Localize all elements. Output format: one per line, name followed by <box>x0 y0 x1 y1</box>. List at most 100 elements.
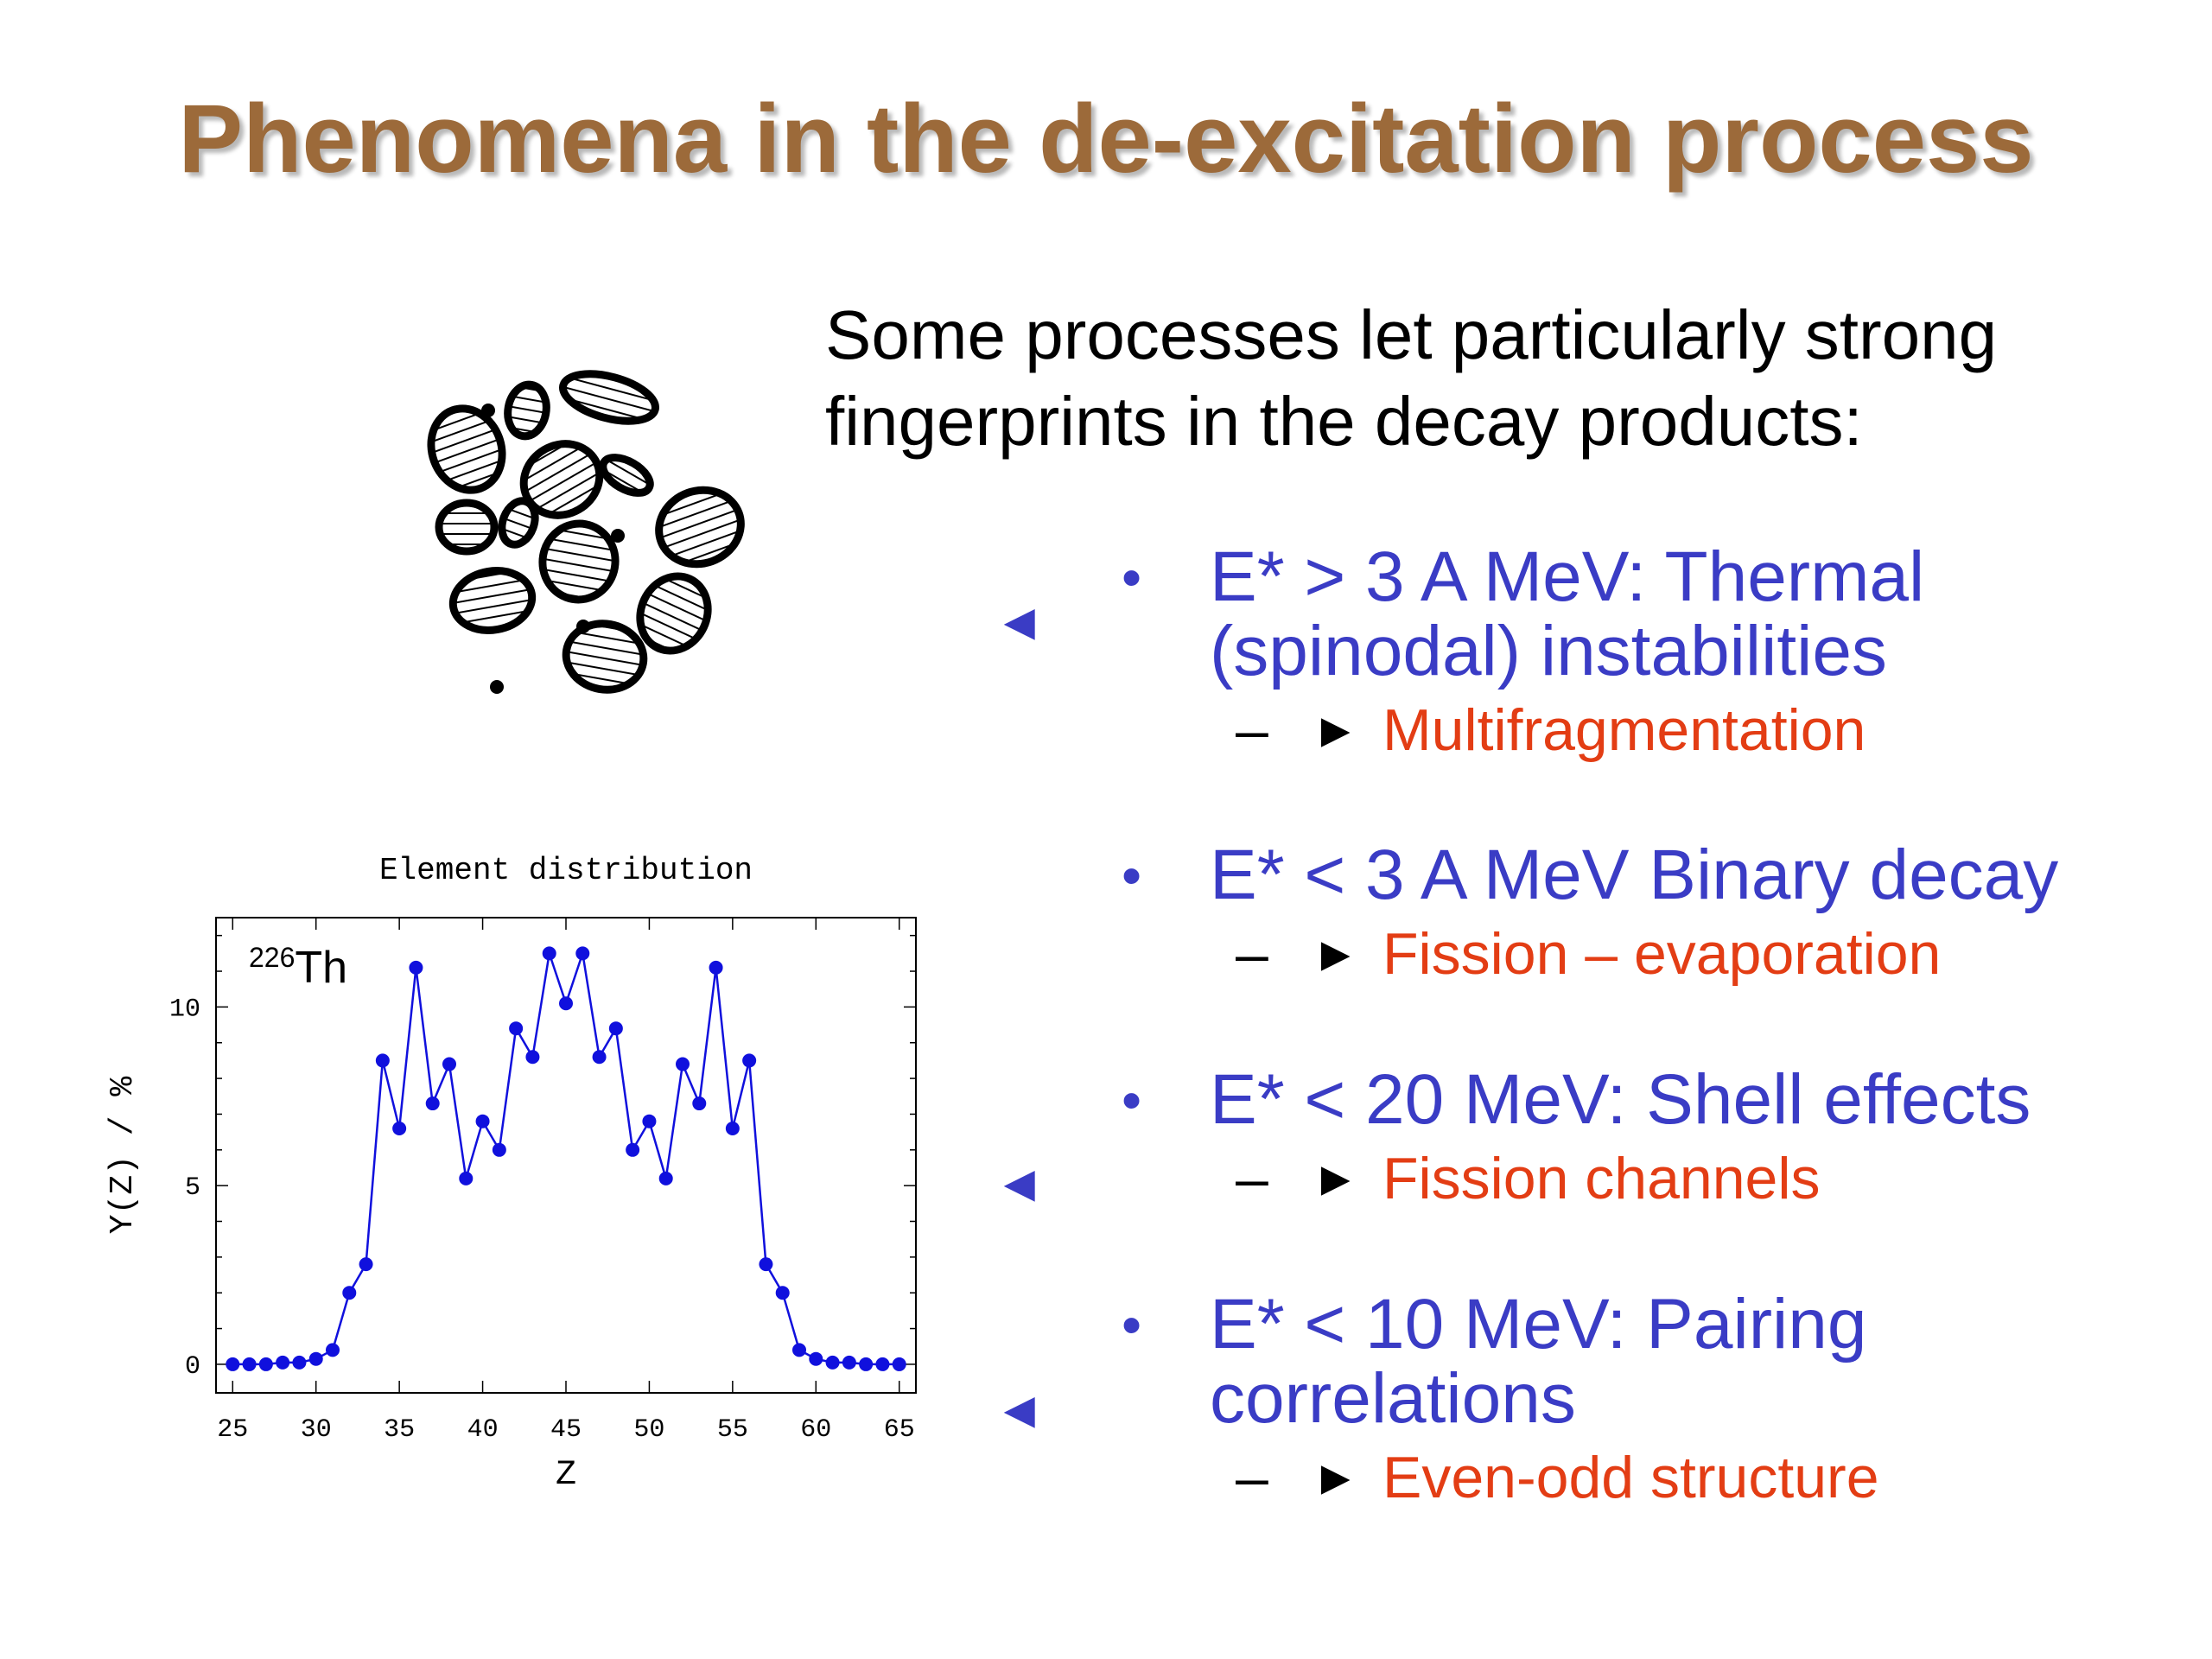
intro-line-1: Some processes let particularly strong <box>825 296 1998 373</box>
x-tick-label: 35 <box>384 1415 415 1445</box>
data-point <box>725 1121 740 1135</box>
bullet-item-binary: • E* < 3 A MeV Binary decay – ► Fission … <box>1115 838 2195 988</box>
y-tick-label: 0 <box>185 1352 200 1382</box>
data-point <box>642 1114 657 1128</box>
x-tick-label: 30 <box>301 1415 332 1445</box>
data-point <box>742 1053 757 1068</box>
y-axis-label: Y(Z) / % <box>105 1077 142 1235</box>
data-point <box>392 1121 407 1135</box>
bullet-icon: • <box>1122 1068 1142 1132</box>
x-axis-label: Z <box>556 1456 576 1495</box>
intro-line-2: fingerprints in the decay products: <box>825 383 1863 460</box>
element-distribution-chart: Element distribution 25 30 35 40 45 50 55 60 65 0 5… <box>105 853 917 1495</box>
data-point <box>475 1114 490 1128</box>
x-tick-label: 40 <box>467 1415 499 1445</box>
bullet-item-shell: • E* < 20 MeV: Shell effects – ► Fission… <box>1115 1063 2195 1213</box>
fragment-blob <box>559 370 659 425</box>
data-point <box>842 1355 856 1370</box>
triangle-right-icon: ► <box>1312 702 1360 757</box>
sub-dash: – <box>1236 1146 1268 1211</box>
sub-dash: – <box>1236 697 1268 763</box>
data-point <box>326 1343 340 1357</box>
bullet-line: (spinodal) instabilities <box>1210 612 1887 690</box>
data-point <box>809 1351 823 1366</box>
y-tick-label: 10 <box>169 995 200 1024</box>
y-tick-label: 5 <box>185 1173 200 1203</box>
fragment-blob <box>427 404 506 494</box>
data-point <box>442 1057 456 1071</box>
x-tick-label: 25 <box>217 1415 248 1445</box>
fragment-blob <box>448 567 537 634</box>
data-point <box>825 1355 840 1370</box>
bullet-icon: • <box>1122 545 1142 609</box>
fragment-blob <box>599 454 654 497</box>
data-point <box>525 1050 540 1065</box>
sub-dash: – <box>1236 921 1268 987</box>
data-point <box>542 946 556 961</box>
bullet-line: E* < 20 MeV: Shell effects <box>1210 1060 2031 1139</box>
fragment-dot <box>481 404 495 417</box>
data-point <box>226 1357 240 1371</box>
data-point <box>709 960 723 975</box>
data-point <box>759 1257 773 1272</box>
annotation-mass: 226 <box>249 942 295 973</box>
bullet-item-pairing: • E* < 10 MeV: Pairing correlations – ► … <box>1115 1287 2195 1512</box>
bullet-line: E* < 10 MeV: Pairing <box>1210 1285 1867 1363</box>
sub-item-text: Fission – evaporation <box>1382 921 1942 987</box>
data-point <box>359 1257 373 1272</box>
data-point <box>276 1355 290 1370</box>
data-point <box>792 1343 806 1357</box>
triangle-right-icon: ► <box>1312 1151 1360 1205</box>
sub-item-text: Fission channels <box>1382 1146 1821 1211</box>
bullet-icon: • <box>1122 843 1142 907</box>
fragment-blob <box>504 380 550 441</box>
fragment-dot <box>576 620 590 633</box>
bullet-item-thermal: • E* > 3 A MeV: Thermal (spinodal) insta… <box>1115 540 2195 765</box>
bullet-icon: • <box>1122 1293 1142 1357</box>
sub-item-text: Multifragmentation <box>1382 697 1866 763</box>
annotation-element: Th <box>295 943 347 993</box>
data-point <box>308 1351 323 1366</box>
x-tick-label: 45 <box>550 1415 582 1445</box>
left-arrow-icon: ◄ <box>994 1154 1046 1212</box>
x-tick-label: 55 <box>717 1415 748 1445</box>
data-point <box>775 1286 790 1300</box>
x-tick-label: 65 <box>884 1415 915 1445</box>
x-tick-label: 50 <box>633 1415 664 1445</box>
sub-dash: – <box>1236 1445 1268 1510</box>
data-point <box>242 1357 257 1371</box>
data-point <box>342 1286 357 1300</box>
triangle-right-icon: ► <box>1312 926 1360 981</box>
data-point <box>492 1142 506 1157</box>
data-point <box>875 1357 890 1371</box>
fragment-blob <box>435 499 499 556</box>
slide-title: Phenomena in the de-excitation process <box>178 85 2034 193</box>
nucleus-annotation: 226Th <box>249 942 347 993</box>
data-point <box>892 1357 906 1371</box>
series-line <box>232 952 899 1366</box>
data-point <box>409 960 423 975</box>
bullet-line: E* > 3 A MeV: Thermal <box>1210 537 1925 616</box>
data-point <box>658 1171 673 1185</box>
triangle-right-icon: ► <box>1312 1450 1360 1504</box>
data-point <box>258 1357 273 1371</box>
data-point <box>676 1057 690 1071</box>
fragment-blob <box>655 486 745 569</box>
data-point <box>459 1171 474 1185</box>
data-point <box>692 1096 707 1111</box>
fragment-blob <box>636 572 712 655</box>
fragment-dot <box>490 680 504 694</box>
left-arrow-icon: ◄ <box>994 1381 1046 1439</box>
data-point <box>608 1021 623 1036</box>
data-point <box>859 1357 874 1371</box>
data-point <box>626 1142 640 1157</box>
fragment-blob <box>498 497 539 549</box>
bullet-line: correlations <box>1210 1359 1576 1438</box>
bullet-line: E* < 3 A MeV Binary decay <box>1210 836 2059 914</box>
sub-item-text: Even-odd structure <box>1382 1445 1879 1510</box>
data-point <box>425 1096 440 1111</box>
multifragmentation-pattern-icon <box>427 370 745 694</box>
left-arrow-icon: ◄ <box>994 593 1046 651</box>
x-tick-label: 60 <box>800 1415 831 1445</box>
data-point <box>375 1053 390 1068</box>
